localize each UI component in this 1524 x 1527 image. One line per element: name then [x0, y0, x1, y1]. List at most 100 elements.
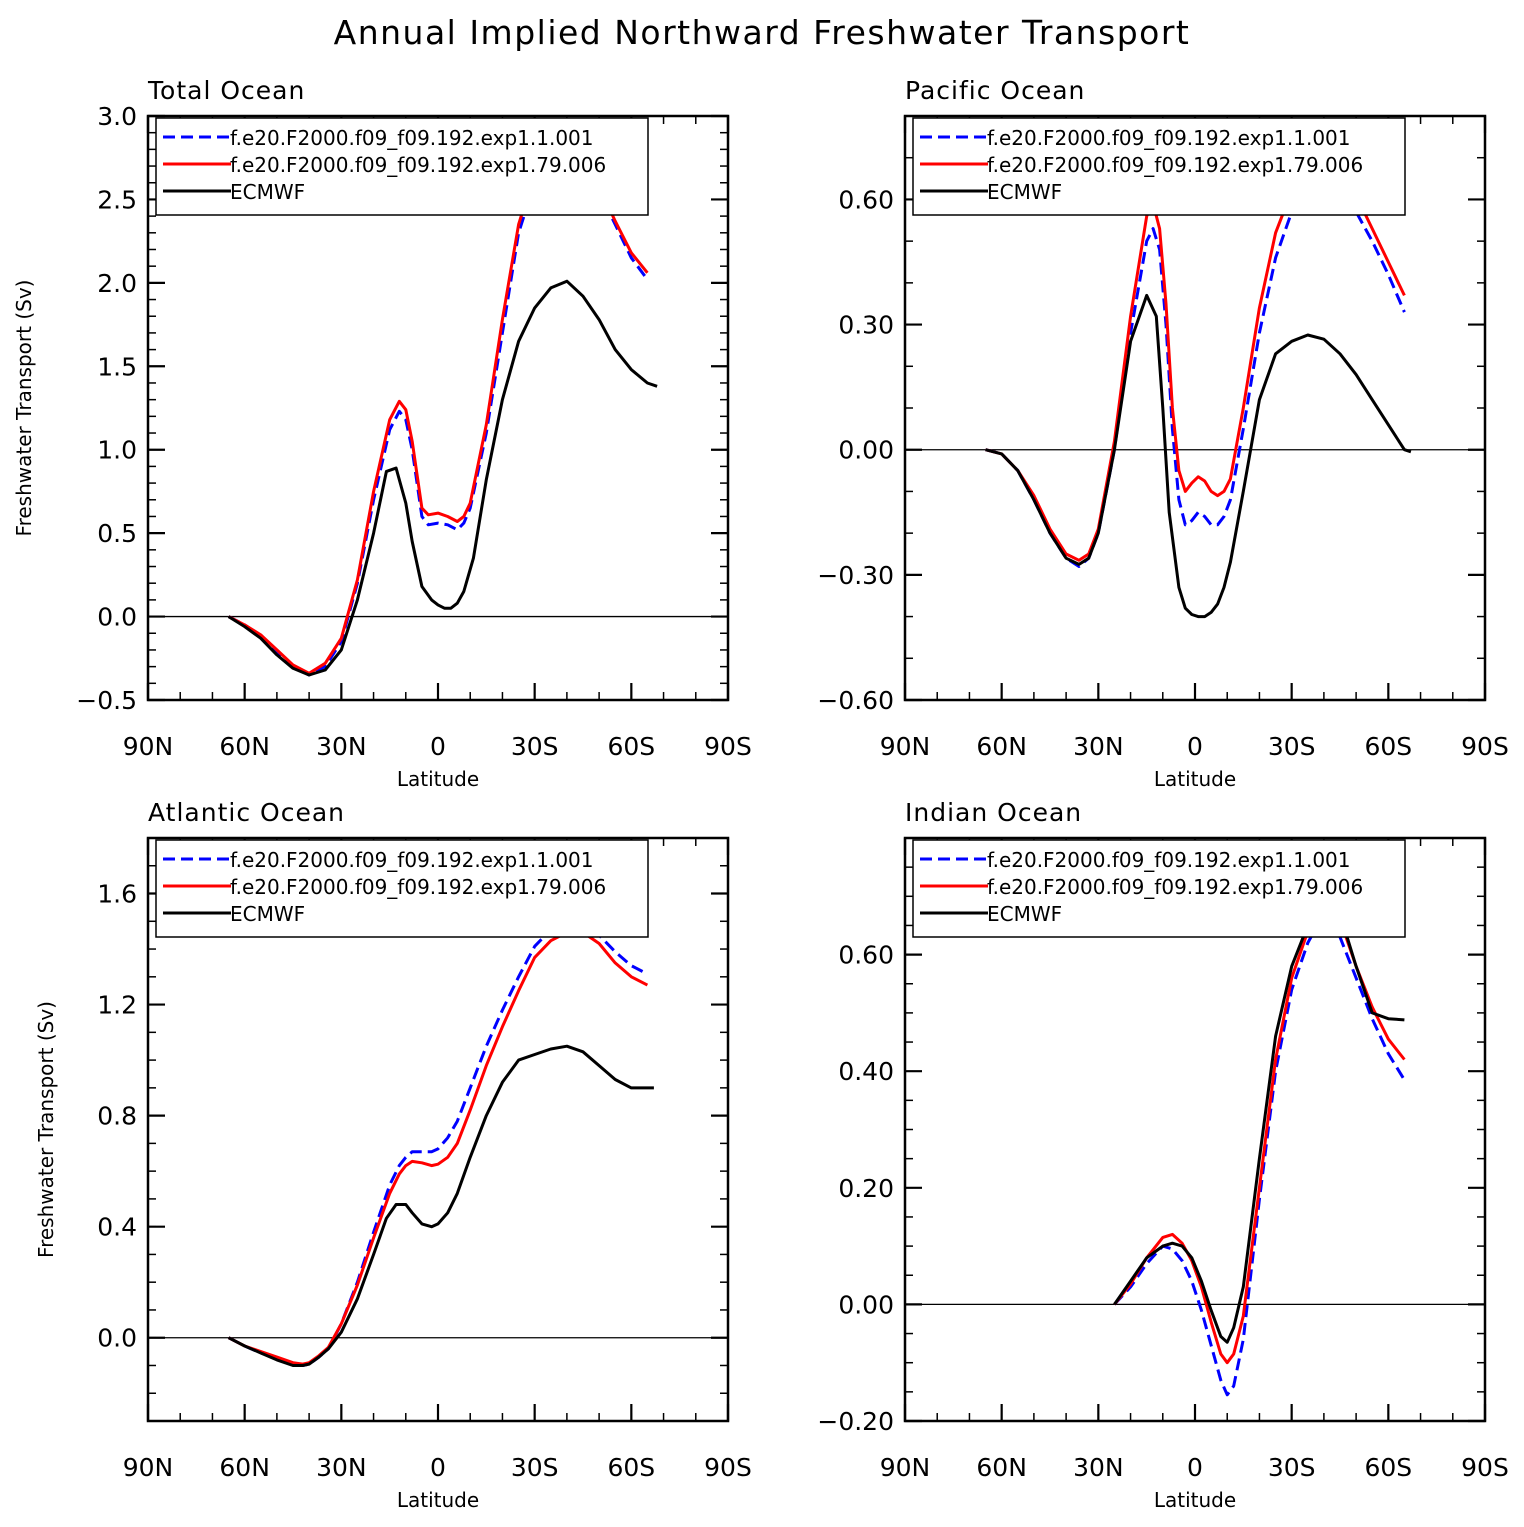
panel-title: Pacific Ocean [905, 76, 1085, 105]
panel-indian: Indian Ocean −0.20 0.00 0.20 0.40 0.60 90N 60N 3… [817, 798, 1508, 1512]
panel-title: Total Ocean [147, 76, 305, 105]
plot-frame [146, 836, 730, 1423]
x-axis-label: Latitude [1154, 1488, 1236, 1512]
x-tick-label: 60S [1364, 1453, 1412, 1482]
x-tick-label: 90N [123, 1453, 174, 1482]
x-tick-label: 60N [219, 732, 270, 761]
legend-label: f.e20.F2000.f09_f09.192.exp1.1.001 [230, 126, 594, 150]
plot-frame [903, 836, 1487, 1423]
y-tick-label: 0.30 [838, 311, 894, 340]
y-tick-label: 0.40 [838, 1057, 894, 1086]
x-tick-label: 30S [511, 732, 559, 761]
x-tick-label: 90S [1461, 1453, 1509, 1482]
x-tick-label: 90S [704, 732, 752, 761]
x-tick-label: 60N [976, 1453, 1027, 1482]
x-tick-label: 90N [880, 1453, 931, 1482]
panel-title: Atlantic Ocean [148, 798, 345, 827]
x-tick-label: 60S [607, 732, 655, 761]
legend-box [912, 117, 1406, 216]
x-tick-label: 30N [316, 1453, 367, 1482]
y-tick-label: 0.0 [97, 1324, 137, 1353]
x-tick-label: 30S [1268, 732, 1316, 761]
x-tick-label: 0 [1187, 732, 1203, 761]
x-axis-label: Latitude [397, 767, 479, 791]
panel-pacific: Pacific Ocean −0.60 −0.30 0.00 0.30 0.60 90N 60… [817, 76, 1508, 791]
panel-total: Total Ocean −0.5 0.0 0.5 1.0 1.5 2.0 2.5 3.0 90N 6… [12, 76, 752, 791]
y-tick-label: −0.30 [817, 561, 894, 590]
legend-box [155, 117, 649, 216]
y-tick-label: 0.60 [838, 941, 894, 970]
series-ecmwf-line [227, 1044, 654, 1367]
legend: f.e20.F2000.f09_f09.192.exp1.1.001 f.e20.… [155, 117, 649, 216]
x-tick-label: 30N [316, 732, 367, 761]
y-axis-label: Freshwater Transport (Sv) [34, 1001, 58, 1258]
x-tick-label: 60S [1364, 732, 1412, 761]
legend-label: f.e20.F2000.f09_f09.192.exp1.1.001 [987, 848, 1351, 872]
y-tick-label: −0.5 [76, 686, 137, 715]
x-tick-label: 0 [1187, 1453, 1203, 1482]
series-exp1-1-001-line [227, 147, 649, 677]
y-tick-label: 1.5 [97, 352, 137, 381]
plot-frame [146, 114, 730, 702]
y-tick-label: 0.60 [838, 185, 894, 214]
panel-title: Indian Ocean [905, 798, 1082, 827]
panel-atlantic: Atlantic Ocean 0.0 0.4 0.8 1.2 1.6 90N 60N 30N 0 3… [34, 798, 752, 1512]
legend-label: f.e20.F2000.f09_f09.192.exp1.79.006 [230, 875, 606, 899]
y-tick-label: −0.60 [817, 686, 894, 715]
y-tick-label: 0.0 [97, 603, 137, 632]
y-tick-label: −0.20 [817, 1407, 894, 1436]
series-exp1-1-001-line [227, 919, 649, 1367]
y-tick-label: 0.4 [97, 1213, 137, 1242]
y-tick-label: 1.0 [97, 436, 137, 465]
x-tick-label: 0 [430, 732, 446, 761]
x-tick-label: 30N [1073, 732, 1124, 761]
legend-label: f.e20.F2000.f09_f09.192.exp1.79.006 [987, 153, 1363, 177]
x-tick-label: 30N [1073, 1453, 1124, 1482]
y-tick-label: 0.8 [97, 1102, 137, 1131]
legend-box [912, 839, 1406, 938]
y-axis-label: Freshwater Transport (Sv) [12, 280, 36, 537]
legend: f.e20.F2000.f09_f09.192.exp1.1.001 f.e20.… [155, 839, 649, 938]
x-tick-label: 30S [1268, 1453, 1316, 1482]
x-tick-label: 60N [219, 1453, 270, 1482]
series-ecmwf-line [1113, 894, 1405, 1344]
x-tick-label: 90S [704, 1453, 752, 1482]
y-tick-label: 1.2 [97, 991, 137, 1020]
y-tick-label: 3.0 [97, 102, 137, 131]
x-tick-label: 60S [607, 1453, 655, 1482]
plot-frame [903, 114, 1487, 702]
legend-label: f.e20.F2000.f09_f09.192.exp1.79.006 [230, 153, 606, 177]
y-tick-label: 0.00 [838, 436, 894, 465]
series-exp1-79-006-line [985, 162, 1406, 562]
series-ecmwf-line [227, 279, 658, 677]
legend-label: f.e20.F2000.f09_f09.192.exp1.1.001 [987, 126, 1351, 150]
legend-box [155, 839, 649, 938]
y-tick-label: 0.5 [97, 519, 137, 548]
figure-title: Annual Implied Northward Freshwater Tran… [334, 13, 1191, 52]
x-tick-label: 60N [976, 732, 1027, 761]
x-tick-label: 90N [123, 732, 174, 761]
legend-label: f.e20.F2000.f09_f09.192.exp1.1.001 [230, 848, 594, 872]
series-exp1-79-006-line [1113, 900, 1406, 1365]
y-tick-label: 2.0 [97, 269, 137, 298]
legend-label: f.e20.F2000.f09_f09.192.exp1.79.006 [987, 875, 1363, 899]
x-axis-label: Latitude [397, 1488, 479, 1512]
y-tick-label: 1.6 [97, 880, 137, 909]
series-ecmwf-line [985, 293, 1412, 619]
x-axis-label: Latitude [1154, 767, 1236, 791]
y-tick-label: 0.00 [838, 1290, 894, 1319]
legend-label: ECMWF [230, 902, 305, 926]
legend-label: ECMWF [987, 180, 1062, 204]
legend: f.e20.F2000.f09_f09.192.exp1.1.001 f.e20.… [912, 839, 1406, 938]
y-tick-label: 2.5 [97, 185, 137, 214]
series-exp1-79-006-line [227, 139, 649, 675]
legend-label: ECMWF [230, 180, 305, 204]
y-tick-label: 0.20 [838, 1174, 894, 1203]
x-tick-label: 0 [430, 1453, 446, 1482]
x-tick-label: 90N [880, 732, 931, 761]
legend: f.e20.F2000.f09_f09.192.exp1.1.001 f.e20.… [912, 117, 1406, 216]
legend-label: ECMWF [987, 902, 1062, 926]
series-exp1-1-001-line [985, 181, 1406, 568]
x-tick-label: 30S [511, 1453, 559, 1482]
